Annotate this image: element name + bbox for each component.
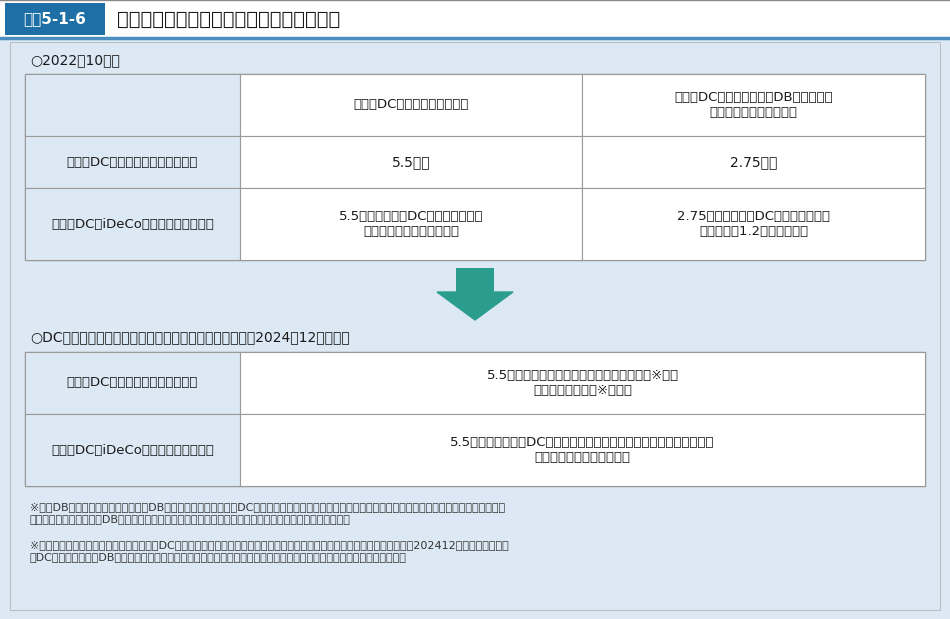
Text: 5.5万円－確定給付型の事業主掛金相当額（※１）
（経過措置あり（※２））: 5.5万円－確定給付型の事業主掛金相当額（※１） （経過措置あり（※２））	[486, 369, 678, 397]
Text: 個人型DC（iDeCo）の掛金額（月額）: 個人型DC（iDeCo）の掛金額（月額）	[51, 443, 214, 456]
Bar	[240, 414, 925, 486]
Bar	[25, 136, 240, 188]
Bar	[0, 0, 950, 38]
Text: ※２　経過措置として，施行の際に企業型DCを実施している事業主は，旧制度（現行制度）を適用することとした。ただし，202412月１日以後に企業
型DCの事業主掛: ※２ 経過措置として，施行の際に企業型DCを実施している事業主は，旧制度（現行制…	[30, 540, 509, 561]
Bar	[25, 74, 925, 260]
Text: ※１　DB等の他制度掛金相当額は，DB等の給付水準から企業型DCの事業主掛金に相当する額として算定したもので，複数の他制度に加入している場合
は合計額。他制度に: ※１ DB等の他制度掛金相当額は，DB等の給付水準から企業型DCの事業主掛金に相…	[30, 502, 505, 524]
Bar	[240, 352, 925, 414]
Text: ○DC拠出限度額に確定給付型の事業主掛金額を反映後（2024年12月以降）: ○DC拠出限度額に確定給付型の事業主掛金額を反映後（2024年12月以降）	[30, 330, 350, 344]
Text: 5.5万円－企業型DCの事業主掛金額
（ただし、２万円を上限）: 5.5万円－企業型DCの事業主掛金額 （ただし、２万円を上限）	[339, 210, 484, 238]
Text: 企業型DCの事業主掛金額（月額）: 企業型DCの事業主掛金額（月額）	[66, 155, 199, 168]
Text: 図表5-1-6: 図表5-1-6	[24, 12, 86, 27]
Text: 2.75万円: 2.75万円	[730, 155, 777, 169]
Text: ○2022年10月〜: ○2022年10月〜	[30, 53, 120, 67]
Text: 企業型DCと確定給付型（DB、厚生年金
基金等）に加入する場合: 企業型DCと確定給付型（DB、厚生年金 基金等）に加入する場合	[674, 91, 833, 119]
Text: 5.5万円: 5.5万円	[391, 155, 430, 169]
Text: 企業型DCのみに加入する場合: 企業型DCのみに加入する場合	[353, 98, 468, 111]
Text: 5.5万円－（企業型DCの事業主掛金額＋確定給付型の事業主掛金額）
（ただし、２万円を上限）: 5.5万円－（企業型DCの事業主掛金額＋確定給付型の事業主掛金額） （ただし、２…	[450, 436, 714, 464]
Bar	[240, 188, 582, 260]
Text: 企業型・個人型確定拠出年金の拠出限度額: 企業型・個人型確定拠出年金の拠出限度額	[117, 9, 340, 28]
Bar	[25, 352, 240, 414]
Bar	[240, 74, 582, 136]
Bar	[25, 414, 240, 486]
Bar	[582, 188, 925, 260]
Text: 企業型DCの事業主掛金額（月額）: 企業型DCの事業主掛金額（月額）	[66, 376, 199, 389]
Bar	[582, 136, 925, 188]
Bar	[582, 74, 925, 136]
Bar	[25, 188, 240, 260]
Bar	[25, 352, 925, 486]
Polygon shape	[437, 292, 513, 320]
Bar	[5, 3, 105, 35]
Bar	[456, 268, 494, 292]
Text: 2.75万円－企業型DCの事業主掛金額
（ただし、1.2万円を上限）: 2.75万円－企業型DCの事業主掛金額 （ただし、1.2万円を上限）	[677, 210, 830, 238]
Bar	[25, 74, 240, 136]
Text: 個人型DC（iDeCo）の掛金額（月額）: 個人型DC（iDeCo）の掛金額（月額）	[51, 217, 214, 230]
Bar	[240, 136, 582, 188]
